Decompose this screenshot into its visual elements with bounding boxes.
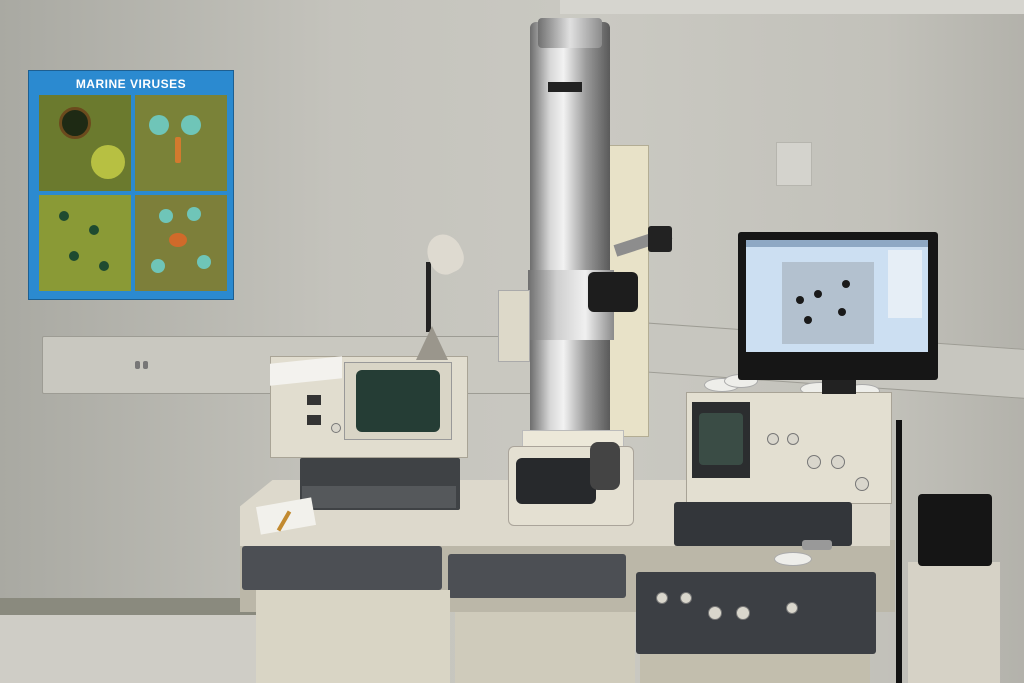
column-cap [538,18,602,48]
phage-particle [842,280,850,288]
knob[interactable] [331,423,341,433]
virus-cell [89,225,99,235]
desk-cabinet-middle [455,612,635,683]
poster-panel-1 [39,95,131,191]
knob[interactable] [736,606,750,620]
micrograph-view[interactable] [782,262,874,344]
cone-stand [416,326,448,360]
drawer-left[interactable] [242,546,442,590]
knob[interactable] [708,606,722,620]
virus-tail [175,137,181,163]
virus-cell [59,107,91,139]
knob[interactable] [786,602,798,614]
petri-dish [774,552,812,566]
virus-cell [159,209,173,223]
phage-particle [796,296,804,304]
knob[interactable] [855,477,869,491]
app-side-panel[interactable] [888,250,922,318]
indicator-panel [307,415,321,425]
camera-icon [918,494,992,566]
virus-cell [69,251,79,261]
lower-control-console [636,572,876,654]
indicator-panel [307,395,321,405]
virus-cell [91,145,125,179]
floor [0,615,260,683]
poster-panel-4 [135,195,227,291]
poster-panel-2 [135,95,227,191]
specimen-holder[interactable] [588,272,638,312]
virus-cell [197,255,211,269]
viewing-chamber [516,458,596,504]
knob[interactable] [767,433,779,445]
lamp-arm [426,262,431,332]
crt-display [356,370,440,432]
ceiling [560,0,1024,14]
virus-cell [151,259,165,273]
brand-badge [548,82,582,92]
knob[interactable] [787,433,799,445]
virus-cell [59,211,69,221]
cable [896,420,902,683]
marine-viruses-poster: MARINE VIRUSES [28,70,234,300]
right-crt-display [699,413,743,465]
phage-particle [804,316,812,324]
desk-tools [730,540,840,574]
left-button-strip[interactable] [302,486,456,508]
virus-cell [181,115,201,135]
wall-plate [776,142,812,186]
virus-cell [149,115,169,135]
camera-pedestal [908,562,1000,683]
phage-particle [838,308,846,316]
virus-cell [169,233,187,247]
side-port [498,290,530,362]
knob[interactable] [656,592,668,604]
poster-panel-3 [39,195,131,291]
virus-cell [187,207,201,221]
poster-title: MARINE VIRUSES [75,77,187,91]
camera-head-icon [648,226,672,252]
virus-cell [99,261,109,271]
right-button-panel[interactable] [674,502,852,546]
knob[interactable] [807,455,821,469]
knob[interactable] [831,455,845,469]
baseboard [0,598,260,620]
phage-particle [814,290,822,298]
app-toolbar[interactable] [746,240,928,247]
outlet-icon [143,361,148,369]
foil-pack [802,540,832,550]
binocular-eyepiece[interactable] [590,442,620,490]
desk-cabinet-left [256,590,450,683]
drawer-middle[interactable] [448,554,626,598]
knob[interactable] [680,592,692,604]
outlet-icon [135,361,140,369]
